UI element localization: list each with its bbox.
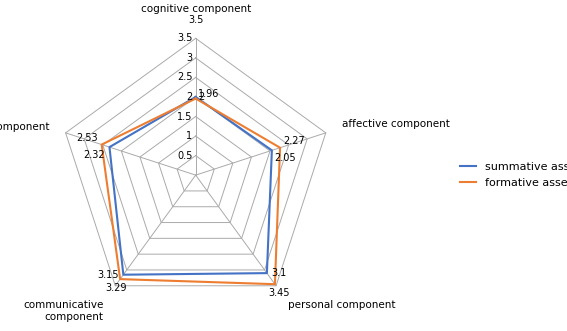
Text: affective component: affective component <box>342 119 450 129</box>
Text: 3: 3 <box>186 53 192 63</box>
Text: 1.96: 1.96 <box>198 88 220 99</box>
Text: 3.45: 3.45 <box>268 288 290 298</box>
Text: 2: 2 <box>198 92 205 102</box>
Text: 2.53: 2.53 <box>76 133 98 143</box>
Text: personal component: personal component <box>288 300 395 310</box>
Text: 3.5: 3.5 <box>188 15 204 25</box>
Text: 2.05: 2.05 <box>274 153 296 163</box>
Text: 3.1: 3.1 <box>271 268 286 278</box>
Text: 1: 1 <box>186 131 192 141</box>
Text: cognitive component: cognitive component <box>141 4 251 14</box>
Text: 2.27: 2.27 <box>283 136 304 146</box>
Text: creative component: creative component <box>0 122 50 132</box>
Text: 1.5: 1.5 <box>177 112 192 121</box>
Text: 3.5: 3.5 <box>177 33 192 43</box>
Text: 3.29: 3.29 <box>105 283 127 293</box>
Text: 2: 2 <box>186 92 192 102</box>
Text: 2.5: 2.5 <box>177 72 192 82</box>
Text: 3.15: 3.15 <box>98 270 119 280</box>
Text: 0.5: 0.5 <box>177 151 192 161</box>
Legend: summative assessment, formative assessment: summative assessment, formative assessme… <box>455 158 567 192</box>
Text: communicative
component: communicative component <box>23 300 103 322</box>
Text: 2.32: 2.32 <box>84 150 105 160</box>
